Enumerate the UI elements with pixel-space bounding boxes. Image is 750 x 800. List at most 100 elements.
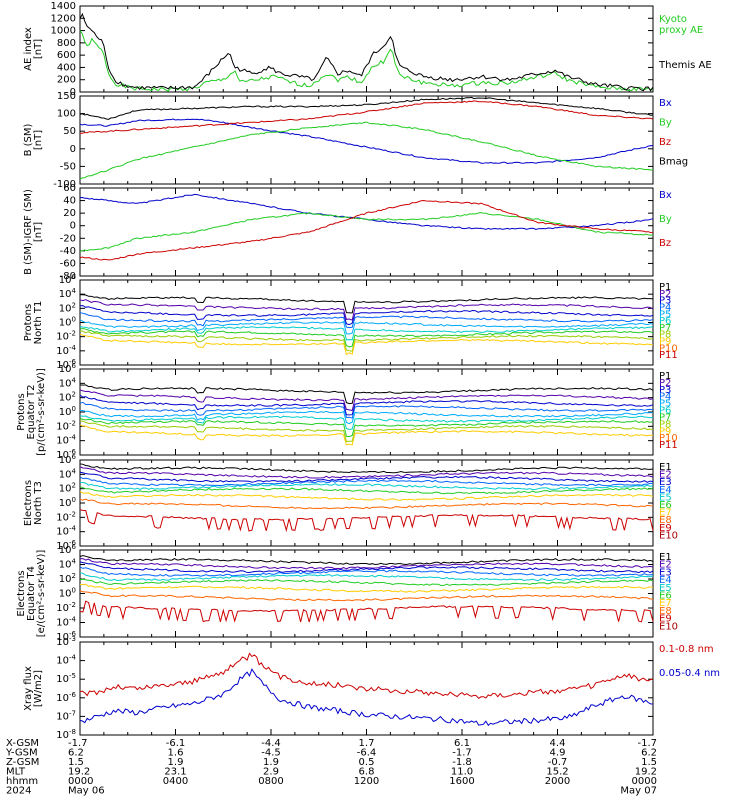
x-row-value: 6.1 xyxy=(454,738,470,749)
series-line-p8 xyxy=(79,420,654,443)
panel-frame xyxy=(79,187,654,277)
x-row-value: 6.8 xyxy=(359,767,375,778)
y-tick-label: 1200 xyxy=(51,13,76,24)
series-line-p7 xyxy=(79,327,654,348)
legend-entry: E6 xyxy=(659,591,672,602)
x-row-value: 1.5 xyxy=(68,757,84,768)
legend-entry: E1 xyxy=(659,552,672,563)
legend-entry: Bx xyxy=(659,190,672,201)
y-tick-label: 100 xyxy=(59,316,76,329)
x-row-label: hhmm xyxy=(6,776,38,787)
y-tick-label: 40 xyxy=(63,196,76,207)
series-line-e6 xyxy=(79,578,654,587)
legend-entry: E4 xyxy=(659,485,672,496)
legend-entry: By xyxy=(659,214,672,225)
legend-entry: 0.1-0.8 nm xyxy=(659,644,714,655)
legend-entry: E10 xyxy=(659,530,678,541)
x-row-value: 6.2 xyxy=(641,748,657,759)
y-tick-label: 106 xyxy=(59,453,77,466)
y-tick-label: 10-2 xyxy=(56,330,76,343)
y-axis-label: Electrons xyxy=(16,570,27,616)
x-row-value: 0.5 xyxy=(359,757,375,768)
series-line-0-1-0-8-nm xyxy=(79,652,654,699)
y-axis-label: [e/(cm²-s-sr-keV)] xyxy=(36,550,47,638)
y-tick-label: 600 xyxy=(57,50,76,61)
x-row-value: 1.6 xyxy=(168,748,184,759)
x-row-value: 1.5 xyxy=(641,757,657,768)
y-tick-label: 100 xyxy=(57,109,76,120)
y-tick-label: 10-3 xyxy=(56,635,76,648)
x-row-value: 1200 xyxy=(354,776,379,787)
legend-entry: E3 xyxy=(659,567,672,578)
legend-entry: E2 xyxy=(659,470,672,481)
y-tick-label: 104 xyxy=(59,467,77,480)
legend-entry: E10 xyxy=(659,621,678,632)
y-tick-label: 1000 xyxy=(51,26,76,37)
y-axis-label: B (SM)-IGRF (SM) xyxy=(23,189,34,275)
x-row-value: 1.9 xyxy=(168,757,184,768)
x-row-value: -1.8 xyxy=(452,757,472,768)
legend-entry: P6 xyxy=(659,406,671,417)
series-line-p6 xyxy=(79,326,654,341)
y-tick-label: 1400 xyxy=(51,1,76,12)
y-axis-label: AE index xyxy=(23,27,34,71)
legend-entry: P2 xyxy=(659,289,671,300)
legend-entry: E8 xyxy=(659,606,672,617)
series-line-p5 xyxy=(79,409,654,425)
legend-entry: Bz xyxy=(659,238,671,249)
legend-entry: E3 xyxy=(659,477,672,488)
y-tick-label: 10-5 xyxy=(56,672,76,685)
legend-entry: E7 xyxy=(659,598,672,609)
y-tick-label: 10-4 xyxy=(56,616,76,629)
y-axis-label: B (SM) xyxy=(23,123,34,156)
series-line-e5 xyxy=(79,572,654,582)
legend-entry: E5 xyxy=(659,492,672,503)
series-line-p4 xyxy=(79,312,654,329)
x-row-value: -4.5 xyxy=(261,748,281,759)
y-tick-label: 10-4 xyxy=(56,344,76,357)
x-row-value: 2.9 xyxy=(263,767,279,778)
x-row-value: 23.1 xyxy=(164,767,186,778)
y-tick-label: 102 xyxy=(59,482,76,495)
series-line-e4 xyxy=(79,476,654,487)
legend-entry: P6 xyxy=(659,316,671,327)
series-line-e1 xyxy=(79,463,654,474)
series-line-by xyxy=(79,121,654,180)
legend-entry: P4 xyxy=(659,392,671,403)
legend-entry: P10 xyxy=(659,433,678,444)
y-axis-label: North T1 xyxy=(33,301,44,345)
y-tick-label: 100 xyxy=(59,405,76,418)
y-tick-label: 20 xyxy=(63,208,76,219)
y-axis-label: Protons xyxy=(16,393,27,430)
legend-entry: P9 xyxy=(659,337,671,348)
y-tick-label: 0 xyxy=(70,87,76,98)
x-row-value: 1.7 xyxy=(359,738,375,749)
legend-entry: P8 xyxy=(659,330,671,341)
y-tick-label: 100 xyxy=(59,496,76,509)
y-axis-label: Protons xyxy=(23,304,34,341)
y-tick-label: 104 xyxy=(59,376,77,389)
x-row-value: May 06 xyxy=(68,786,105,797)
x-row-value: 4.4 xyxy=(550,738,566,749)
y-tick-label: 102 xyxy=(59,572,76,585)
series-line-p2 xyxy=(79,299,654,321)
x-row-label: MLT xyxy=(6,767,26,778)
y-tick-label: 0 xyxy=(70,144,76,155)
x-row-value: 2000 xyxy=(545,776,570,787)
legend-entry: P5 xyxy=(659,399,671,410)
legend-entry: E9 xyxy=(659,523,672,534)
series-line-e7 xyxy=(79,490,654,501)
series-line-p9 xyxy=(79,333,654,356)
y-tick-label: 104 xyxy=(59,287,77,300)
legend-entry: Bx xyxy=(659,98,672,109)
panel-bsm: -100 -50 0 50 100 150 B (SM) [nT] Bx By Bz Bmag xyxy=(23,91,688,190)
legend-entry: E4 xyxy=(659,575,672,586)
y-tick-label: -40 xyxy=(60,246,76,257)
y-tick-label: 10-6 xyxy=(56,691,76,704)
y-tick-label: 102 xyxy=(59,391,76,404)
